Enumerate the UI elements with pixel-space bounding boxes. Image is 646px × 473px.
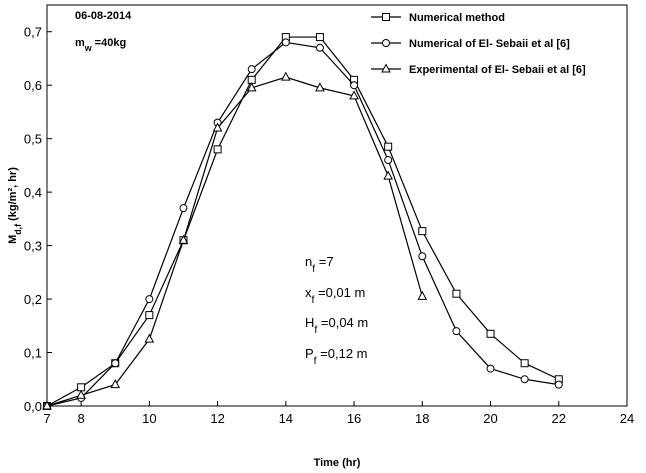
annotation-part: =0,01 m (314, 285, 365, 300)
annotation-part: =0,12 m (317, 346, 368, 361)
marker (281, 38, 290, 47)
plot-frame (46, 4, 628, 407)
marker (384, 142, 393, 151)
annotation: Pf =0,12 m (305, 346, 368, 367)
annotation-part: n (305, 254, 312, 269)
y-axis-label-part: d,f (13, 224, 23, 235)
y-tick-label: 0,3 (24, 239, 42, 254)
marker (452, 289, 461, 298)
marker (76, 389, 86, 399)
legend-marker (382, 39, 390, 47)
x-tick-label: 20 (483, 411, 497, 426)
annotation-part: f (314, 356, 317, 367)
annotation-part: f (312, 295, 315, 306)
x-tick-label: 10 (142, 411, 156, 426)
marker (77, 383, 86, 392)
legend-label: Numerical of El- Sebaii et al [6] (409, 38, 570, 50)
series-line (46, 76, 423, 407)
marker (110, 379, 121, 389)
annotation-part: P (305, 346, 314, 361)
marker (145, 311, 154, 320)
y-axis-label: Md,f (kg/m², hr) (7, 167, 23, 244)
annotation-part: x (305, 285, 312, 300)
marker (520, 359, 529, 368)
marker (383, 170, 394, 180)
annotation: mw =40kg (75, 37, 126, 53)
annotation-part: m (75, 37, 85, 49)
marker (315, 43, 324, 52)
annotation-part: =40kg (92, 37, 127, 49)
annotation-part: w (84, 43, 92, 53)
annotation: 06-08-2014 (75, 10, 132, 22)
marker (315, 82, 325, 92)
legend-label: Experimental of El- Sebaii et al [6] (409, 64, 586, 76)
marker (418, 227, 427, 236)
marker (486, 364, 495, 373)
annotation-part: =0,04 m (317, 315, 368, 330)
series-line (46, 41, 559, 407)
annotation-part: H (305, 315, 314, 330)
annotation-part: 06-08-2014 (75, 10, 132, 22)
y-tick-label: 0,7 (24, 25, 42, 40)
y-tick-label: 0,1 (24, 346, 42, 361)
marker (42, 400, 52, 410)
marker (349, 90, 359, 100)
marker (554, 380, 563, 389)
x-tick-label: 24 (620, 411, 634, 426)
legend-marker (382, 13, 390, 21)
y-tick-label: 0,2 (24, 292, 42, 307)
annotation: Hf =0,04 m (305, 315, 368, 336)
annotation: xf =0,01 m (305, 285, 365, 306)
marker (144, 333, 155, 343)
series-line (46, 36, 560, 407)
marker (452, 327, 461, 336)
marker (247, 65, 256, 74)
legend-label: Numerical method (409, 12, 505, 24)
x-tick-label: 8 (78, 411, 85, 426)
marker (111, 359, 120, 368)
x-tick-label: 18 (415, 411, 429, 426)
y-tick-label: 0,5 (24, 132, 42, 147)
marker (315, 33, 324, 42)
marker (384, 156, 393, 165)
marker (417, 290, 428, 300)
marker (520, 375, 529, 384)
y-tick-label: 0,6 (24, 78, 42, 93)
y-axis-label-part: (kg/m², hr) (7, 167, 19, 224)
annotation-part: =7 (315, 254, 333, 269)
x-tick-label: 7 (43, 411, 50, 426)
x-axis-label: Time (hr) (314, 457, 361, 469)
x-tick-label: 16 (347, 411, 361, 426)
marker (213, 145, 222, 154)
marker (280, 71, 291, 81)
annotation-part: f (312, 264, 315, 275)
x-tick-label: 12 (210, 411, 224, 426)
marker (246, 82, 257, 92)
legend-marker (381, 63, 391, 73)
y-tick-label: 0,0 (24, 399, 42, 414)
y-axis-label-part: M (7, 235, 19, 244)
marker (486, 329, 495, 338)
marker (145, 295, 154, 304)
y-tick-label: 0,4 (24, 185, 42, 200)
marker (350, 81, 359, 90)
x-tick-label: 14 (279, 411, 293, 426)
annotation-part: f (314, 325, 317, 336)
marker (418, 252, 427, 261)
marker (247, 75, 256, 84)
x-tick-label: 22 (552, 411, 566, 426)
marker (212, 122, 223, 132)
annotation: nf =7 (305, 254, 334, 275)
marker (179, 204, 188, 213)
marker (178, 234, 189, 244)
